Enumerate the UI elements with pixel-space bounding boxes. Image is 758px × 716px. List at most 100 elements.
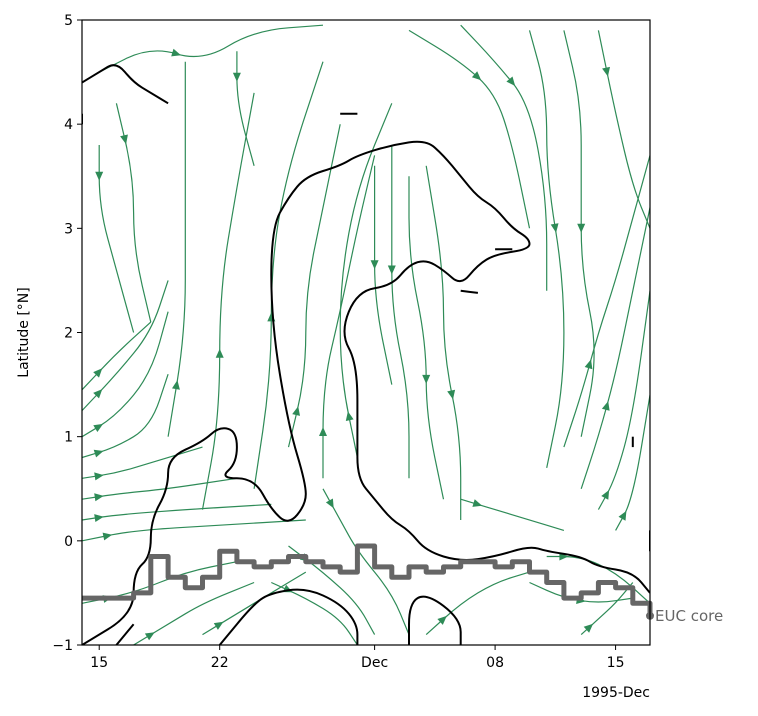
streamline-arrow-icon bbox=[93, 389, 103, 399]
x-tick-label: 08 bbox=[486, 655, 504, 671]
streamline bbox=[133, 581, 255, 645]
contour-line bbox=[460, 289, 479, 294]
streamline bbox=[597, 290, 650, 510]
streamline bbox=[408, 176, 445, 500]
streamline bbox=[82, 374, 169, 459]
streamline bbox=[271, 581, 358, 645]
contour-line bbox=[82, 140, 650, 645]
contour-line bbox=[218, 588, 359, 645]
y-tick-label: −1 bbox=[52, 638, 73, 654]
y-axis-label: Latitude [°N] bbox=[16, 287, 32, 377]
streamline-arrow-icon bbox=[583, 623, 594, 633]
streamline-arrow-icon bbox=[102, 532, 113, 541]
streamline-arrow-icon bbox=[93, 423, 104, 432]
streamline-arrow-icon bbox=[319, 427, 327, 436]
streamlines bbox=[82, 24, 650, 645]
streamline bbox=[580, 207, 650, 489]
streamline bbox=[425, 165, 462, 520]
streamline-arrow-icon bbox=[447, 389, 456, 400]
streamline bbox=[373, 165, 393, 385]
streamline bbox=[615, 394, 650, 531]
streamline-arrow-icon bbox=[472, 499, 483, 507]
y-tick-label: 2 bbox=[64, 326, 73, 342]
streamline-arrow-icon bbox=[422, 374, 431, 384]
streamline-arrow-icon bbox=[292, 406, 300, 416]
contour-line bbox=[115, 623, 135, 645]
streamline-arrow-icon bbox=[601, 490, 610, 500]
streamline-arrow-icon bbox=[93, 368, 103, 378]
streamline-arrow-icon bbox=[577, 223, 586, 233]
streamline bbox=[322, 155, 376, 479]
x-tick-label: 15 bbox=[607, 655, 625, 671]
streamline bbox=[339, 103, 393, 458]
plot-frame bbox=[81, 19, 651, 646]
streamline-arrow-icon bbox=[387, 265, 396, 275]
streamline bbox=[82, 446, 203, 479]
y-tick-label: 3 bbox=[64, 221, 73, 237]
streamline bbox=[82, 477, 237, 500]
streamline bbox=[546, 555, 650, 604]
x-tick-label: 15 bbox=[90, 655, 108, 671]
streamline bbox=[167, 61, 186, 437]
streamline bbox=[98, 145, 135, 333]
streamline-arrow-icon bbox=[171, 48, 181, 57]
streamline bbox=[98, 24, 324, 73]
streamline bbox=[82, 503, 272, 521]
y-tick-label: 5 bbox=[64, 13, 73, 29]
streamline-arrow-icon bbox=[602, 66, 610, 77]
streamline-arrow-icon bbox=[215, 348, 224, 358]
streamline bbox=[408, 29, 531, 229]
x-tick-label: Dec bbox=[361, 655, 388, 671]
streamline bbox=[322, 488, 410, 635]
streamline-arrow-icon bbox=[95, 171, 104, 181]
streamline-arrow-icon bbox=[584, 359, 593, 370]
streamline bbox=[115, 103, 152, 323]
streamline-arrow-icon bbox=[471, 71, 482, 81]
streamline-arrow-icon bbox=[506, 76, 516, 86]
streamline bbox=[253, 61, 324, 489]
streamline-arrow-icon bbox=[120, 134, 128, 145]
streamline bbox=[287, 124, 341, 448]
streamline-arrow-icon bbox=[94, 493, 104, 502]
streamline-arrow-icon bbox=[370, 260, 379, 270]
contour-lines bbox=[82, 64, 650, 645]
streamline bbox=[597, 30, 650, 229]
streamline bbox=[391, 145, 410, 479]
streamline-arrow-icon bbox=[172, 380, 180, 390]
streamline bbox=[460, 24, 548, 291]
contour-line bbox=[408, 595, 462, 645]
streamline bbox=[201, 92, 255, 510]
streamline bbox=[563, 155, 650, 448]
streamline-arrow-icon bbox=[232, 72, 241, 82]
streamline-arrow-icon bbox=[213, 621, 224, 630]
euc-core-label: EUC core bbox=[655, 607, 723, 625]
streamline-arrow-icon bbox=[94, 514, 104, 522]
streamline-arrow-icon bbox=[437, 615, 447, 625]
streamline-arrow-icon bbox=[325, 498, 334, 509]
y-axis: −1 0 1 2 3 4 5 bbox=[52, 13, 82, 654]
y-tick-label: 1 bbox=[64, 430, 73, 446]
streamline bbox=[82, 519, 306, 542]
streamline bbox=[580, 582, 634, 636]
y-tick-label: 0 bbox=[64, 534, 73, 550]
contour-line bbox=[82, 64, 169, 105]
streamline-arrow-icon bbox=[345, 411, 354, 421]
streamline bbox=[288, 545, 376, 635]
streamline-arrow-icon bbox=[93, 449, 104, 458]
streamline bbox=[460, 498, 565, 531]
streamline bbox=[82, 280, 169, 412]
streamline bbox=[82, 311, 169, 438]
streamline bbox=[82, 321, 152, 391]
streamline-arrow-icon bbox=[601, 401, 610, 411]
x-axis: 15 22 Dec 08 15 bbox=[90, 645, 624, 671]
streamline-arrow-icon bbox=[550, 223, 559, 233]
streamline-arrow-icon bbox=[94, 472, 104, 481]
x-axis-offset-label: 1995-Dec bbox=[582, 685, 650, 701]
x-tick-label: 22 bbox=[211, 655, 229, 671]
streamline-arrow-icon bbox=[618, 510, 627, 521]
y-tick-label: 4 bbox=[64, 117, 73, 133]
streamline bbox=[563, 30, 595, 437]
streamline bbox=[425, 571, 530, 636]
euc-core-line bbox=[82, 543, 653, 616]
